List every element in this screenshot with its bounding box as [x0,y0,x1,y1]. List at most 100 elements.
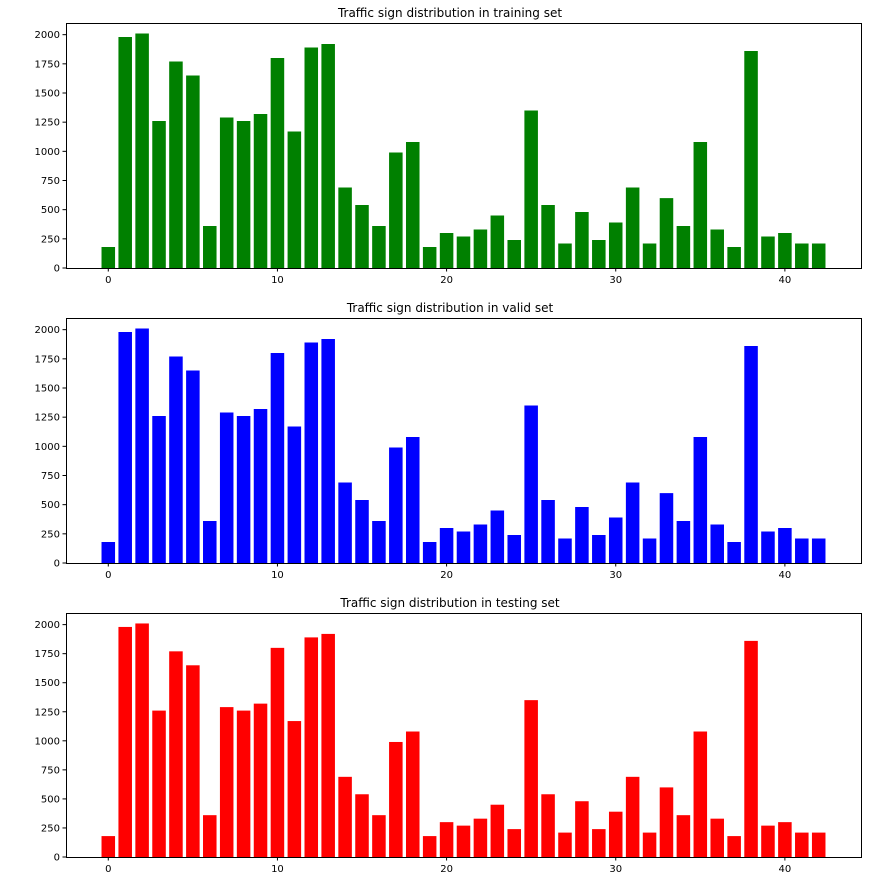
bar [592,829,606,857]
bar [473,524,488,563]
bar [575,801,589,857]
bar [693,437,708,563]
bar [608,517,623,563]
bar [811,243,826,268]
bar [727,247,741,268]
y-tick-label: 2000 [35,325,60,336]
bar [761,531,775,563]
bar [389,447,403,563]
bar [186,665,200,857]
bar [693,142,708,268]
bar [169,651,183,857]
bar [592,240,606,268]
x-tick-label: 30 [609,864,622,875]
bar [608,222,623,268]
bar [253,409,268,563]
bar [304,342,319,563]
bar [744,51,758,268]
bar [355,500,369,563]
bar [338,187,352,268]
bar [439,528,454,563]
x-tick-label: 0 [105,864,111,875]
bar [710,524,724,563]
bar [304,47,319,268]
bar [270,647,285,857]
bar [338,776,352,857]
bar [659,198,674,268]
x-tick-label: 40 [779,864,792,875]
bar [422,247,437,268]
bar [490,215,505,268]
bar [253,703,268,857]
bar [270,353,285,563]
bar [795,243,809,268]
bar [355,794,369,857]
y-tick-label: 1000 [35,736,60,747]
x-tick-label: 0 [105,570,111,581]
bar [101,542,116,563]
bar [101,836,116,857]
bar [592,535,606,563]
bar [795,832,809,857]
bar [219,707,234,857]
x-tick-label: 30 [609,275,622,286]
bar [439,822,454,857]
bar [744,640,758,857]
chart-valid: Traffic sign distribution in valid set 0… [35,301,862,581]
bar [118,37,132,268]
y-tick-label: 1750 [35,649,60,660]
bar [372,815,386,857]
bar [727,836,741,857]
axes-frame [66,318,862,564]
y-tick-label: 1750 [35,59,60,70]
bar [169,61,183,268]
bar [761,236,775,268]
bar [524,110,538,268]
bar [744,346,758,563]
y-tick-label: 500 [41,500,60,511]
bar [186,75,200,268]
y-tick-label: 250 [41,529,60,540]
bar [778,528,792,563]
chart-title: Traffic sign distribution in valid set [346,301,554,315]
bar [372,521,386,563]
x-tick-label: 10 [271,864,284,875]
chart-training: Traffic sign distribution in training se… [35,6,862,286]
bar [118,332,132,563]
bar [811,832,826,857]
bar [219,412,234,563]
bar [101,247,116,268]
y-tick-label: 2000 [35,620,60,631]
bar [355,205,369,268]
bar [287,426,302,563]
bar [625,776,640,857]
bar [811,538,826,563]
x-tick-label: 20 [440,864,453,875]
x-tick-label: 10 [271,570,284,581]
y-tick-label: 500 [41,205,60,216]
bar [642,538,657,563]
bar [490,804,505,857]
bar [203,815,217,857]
bar [524,700,538,857]
bar [524,405,538,563]
y-tick-label: 1500 [35,384,60,395]
axes-frame [66,613,862,858]
bar [558,832,572,857]
bar [389,152,403,268]
bar [270,58,285,268]
bar [338,482,352,563]
bar [625,187,640,268]
bar [507,829,522,857]
bar [405,142,420,268]
bar [422,836,437,857]
y-tick-label: 1500 [35,89,60,100]
bar [405,437,420,563]
bar [693,731,708,857]
bar [203,521,217,563]
bar [253,114,268,268]
bar [575,507,589,563]
bar [135,33,149,268]
bar [422,542,437,563]
